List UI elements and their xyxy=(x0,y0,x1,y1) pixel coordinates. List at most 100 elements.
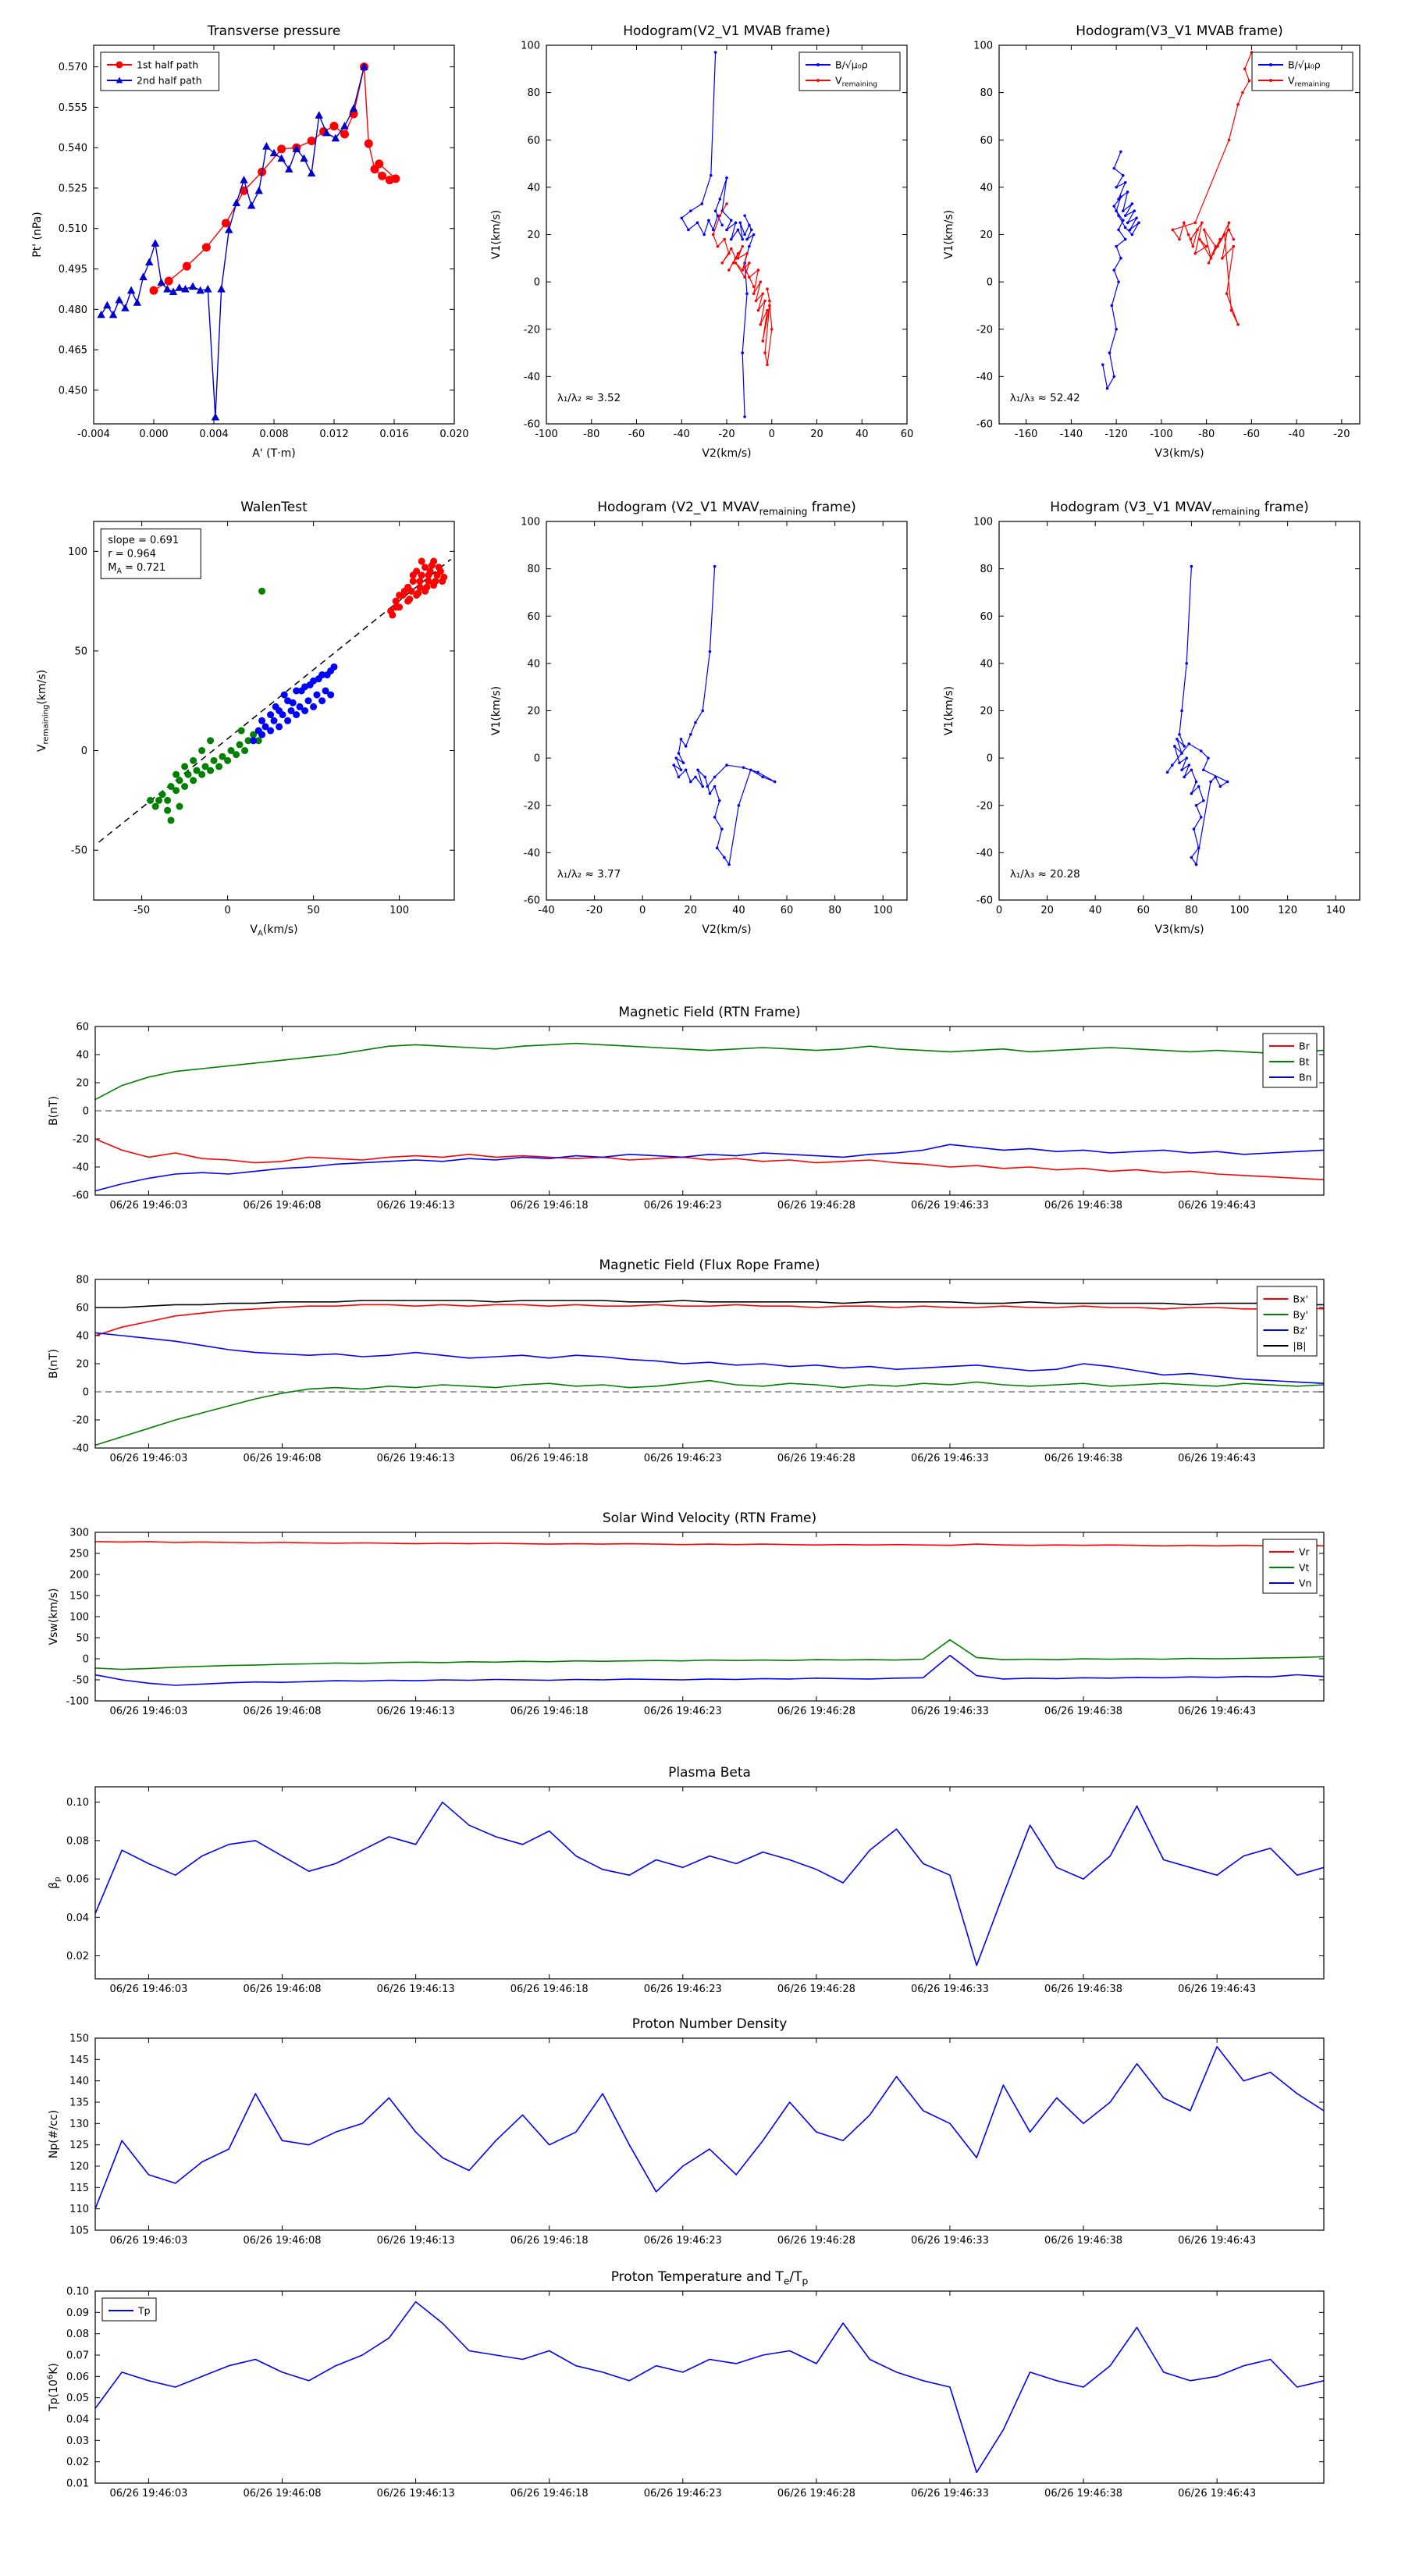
svg-text:20: 20 xyxy=(76,1078,89,1090)
svg-text:λ₁/λ₃ ≈ 20.28: λ₁/λ₃ ≈ 20.28 xyxy=(1010,868,1080,881)
svg-text:0: 0 xyxy=(996,905,1002,916)
svg-text:06/26 19:46:23: 06/26 19:46:23 xyxy=(644,2235,722,2247)
svg-text:40: 40 xyxy=(527,658,540,670)
svg-text:λ₁/λ₃ ≈ 52.42: λ₁/λ₃ ≈ 52.42 xyxy=(1010,392,1080,404)
svg-text:0.09: 0.09 xyxy=(66,2307,89,2319)
svg-text:06/26 19:46:13: 06/26 19:46:13 xyxy=(377,1706,455,1717)
svg-text:06/26 19:46:43: 06/26 19:46:43 xyxy=(1178,2235,1256,2247)
svg-text:06/26 19:46:03: 06/26 19:46:03 xyxy=(109,2488,187,2500)
svg-text:0.03: 0.03 xyxy=(66,2435,89,2447)
svg-text:-40: -40 xyxy=(524,372,540,383)
svg-text:0: 0 xyxy=(224,905,230,916)
svg-text:Vt: Vt xyxy=(1299,1562,1310,1574)
chart-plasma-beta: 06/26 19:46:03 06/26 19:46:08 06/26 19:46:… xyxy=(47,1759,1335,2010)
svg-text:50: 50 xyxy=(307,905,320,916)
svg-text:0.008: 0.008 xyxy=(259,429,288,440)
svg-text:Tp: Tp xyxy=(137,2305,151,2317)
chart-hodogram-v3v1-mvab: -160 -140 -120 -100 -80 -60 -40 -20 -60 -40 -20 0 20… xyxy=(937,16,1374,472)
chart-hodogram-v2v1-mvab: -100 -80 -60 -40 -20 0 20 40 60 -60 -40 -20 0 20 40 60 8… xyxy=(484,16,921,472)
svg-text:V2(km/s): V2(km/s) xyxy=(702,447,751,460)
svg-text:Vr: Vr xyxy=(1299,1546,1311,1558)
svg-text:slope = 0.691: slope = 0.691 xyxy=(108,535,179,546)
svg-text:40: 40 xyxy=(76,1331,89,1343)
svg-text:Magnetic Field (RTN Frame): Magnetic Field (RTN Frame) xyxy=(618,1005,800,1020)
svg-text:-40: -40 xyxy=(524,848,540,859)
svg-text:0.08: 0.08 xyxy=(66,1835,89,1847)
svg-text:100: 100 xyxy=(973,517,993,528)
svg-text:20: 20 xyxy=(1040,905,1054,916)
svg-text:V3(km/s): V3(km/s) xyxy=(1154,923,1204,936)
svg-text:06/26 19:46:38: 06/26 19:46:38 xyxy=(1044,2488,1122,2500)
svg-text:0.10: 0.10 xyxy=(66,2286,89,2298)
svg-text:Hodogram(V3_V1 MVAB frame): Hodogram(V3_V1 MVAB frame) xyxy=(1076,23,1283,39)
svg-text:0: 0 xyxy=(987,753,993,765)
chart-proton-temperature: 06/26 19:46:03 06/26 19:46:08 06/26 19:46:… xyxy=(47,2264,1335,2514)
svg-text:By': By' xyxy=(1293,1309,1308,1321)
svg-text:Vremaining: Vremaining xyxy=(835,75,877,89)
chart-magnetic-field-rtn: 06/26 19:46:03 06/26 19:46:08 06/26 19:46:… xyxy=(47,999,1335,1226)
svg-text:40: 40 xyxy=(855,429,869,440)
svg-text:06/26 19:46:23: 06/26 19:46:23 xyxy=(644,1706,722,1717)
svg-text:-60: -60 xyxy=(976,895,993,907)
svg-text:-40: -40 xyxy=(976,372,993,383)
svg-text:40: 40 xyxy=(980,658,993,670)
svg-text:06/26 19:46:13: 06/26 19:46:13 xyxy=(377,1200,455,1212)
svg-text:-60: -60 xyxy=(524,419,540,431)
svg-text:0: 0 xyxy=(83,1387,89,1399)
svg-text:06/26 19:46:43: 06/26 19:46:43 xyxy=(1178,1984,1256,1995)
svg-text:2nd half path: 2nd half path xyxy=(137,75,202,87)
svg-text:06/26 19:46:03: 06/26 19:46:03 xyxy=(109,1706,187,1717)
svg-text:Solar Wind Velocity (RTN Frame: Solar Wind Velocity (RTN Frame) xyxy=(603,1510,816,1526)
svg-text:0.08: 0.08 xyxy=(66,2329,89,2340)
svg-text:06/26 19:46:03: 06/26 19:46:03 xyxy=(109,2235,187,2247)
svg-text:150: 150 xyxy=(69,1591,89,1603)
svg-text:Vremaining: Vremaining xyxy=(1288,75,1330,89)
svg-text:0.01: 0.01 xyxy=(66,2478,89,2490)
svg-text:B/√μ₀ρ: B/√μ₀ρ xyxy=(1288,59,1321,71)
svg-text:-140: -140 xyxy=(1060,429,1083,440)
svg-text:06/26 19:46:23: 06/26 19:46:23 xyxy=(644,1200,722,1212)
svg-text:100: 100 xyxy=(973,41,993,52)
svg-text:06/26 19:46:28: 06/26 19:46:28 xyxy=(777,2488,855,2500)
svg-text:0.555: 0.555 xyxy=(59,102,87,114)
svg-text:120: 120 xyxy=(69,2161,89,2173)
svg-text:βp: βp xyxy=(48,1877,62,1888)
svg-text:V2(km/s): V2(km/s) xyxy=(702,923,751,936)
svg-text:0.000: 0.000 xyxy=(139,429,168,440)
chart-hodogram-v2v1-mvav-rem: -40 -20 0 20 40 60 80 100 -60 -40 -20 0 20 40 60 80 100 H… xyxy=(484,492,921,948)
svg-text:Bt: Bt xyxy=(1299,1056,1310,1068)
svg-text:VA(km/s): VA(km/s) xyxy=(250,923,297,938)
svg-text:60: 60 xyxy=(527,611,540,623)
svg-text:Tp(106K): Tp(106K) xyxy=(47,2363,60,2412)
chart-proton-number-density: 06/26 19:46:03 06/26 19:46:08 06/26 19:46:… xyxy=(47,2011,1335,2261)
svg-text:0.016: 0.016 xyxy=(379,429,408,440)
svg-text:-20: -20 xyxy=(976,324,993,336)
svg-text:-40: -40 xyxy=(73,1162,89,1174)
svg-text:06/26 19:46:08: 06/26 19:46:08 xyxy=(244,1200,322,1212)
svg-text:0.05: 0.05 xyxy=(66,2393,89,2404)
svg-text:Bn: Bn xyxy=(1299,1072,1312,1083)
svg-text:MA = 0.721: MA = 0.721 xyxy=(108,562,165,575)
svg-text:80: 80 xyxy=(76,1275,89,1286)
svg-text:06/26 19:46:08: 06/26 19:46:08 xyxy=(244,2235,322,2247)
svg-text:1st half path: 1st half path xyxy=(137,59,198,71)
svg-text:60: 60 xyxy=(76,1303,89,1315)
svg-text:V1(km/s): V1(km/s) xyxy=(943,210,955,259)
svg-text:130: 130 xyxy=(69,2119,89,2130)
svg-text:06/26 19:46:43: 06/26 19:46:43 xyxy=(1178,1706,1256,1717)
svg-text:06/26 19:46:38: 06/26 19:46:38 xyxy=(1044,1706,1122,1717)
svg-text:135: 135 xyxy=(69,2097,89,2109)
svg-text:80: 80 xyxy=(527,87,540,99)
svg-text:0.020: 0.020 xyxy=(439,429,468,440)
svg-text:-60: -60 xyxy=(628,429,645,440)
svg-text:0.570: 0.570 xyxy=(59,62,87,73)
svg-text:-50: -50 xyxy=(73,1675,89,1687)
svg-text:0.04: 0.04 xyxy=(66,1912,89,1924)
svg-text:0.04: 0.04 xyxy=(66,2414,89,2426)
svg-text:20: 20 xyxy=(685,905,698,916)
svg-text:80: 80 xyxy=(980,87,993,99)
svg-text:100: 100 xyxy=(1230,905,1250,916)
svg-text:100: 100 xyxy=(389,905,409,916)
svg-text:20: 20 xyxy=(76,1359,89,1371)
svg-text:-40: -40 xyxy=(538,905,554,916)
